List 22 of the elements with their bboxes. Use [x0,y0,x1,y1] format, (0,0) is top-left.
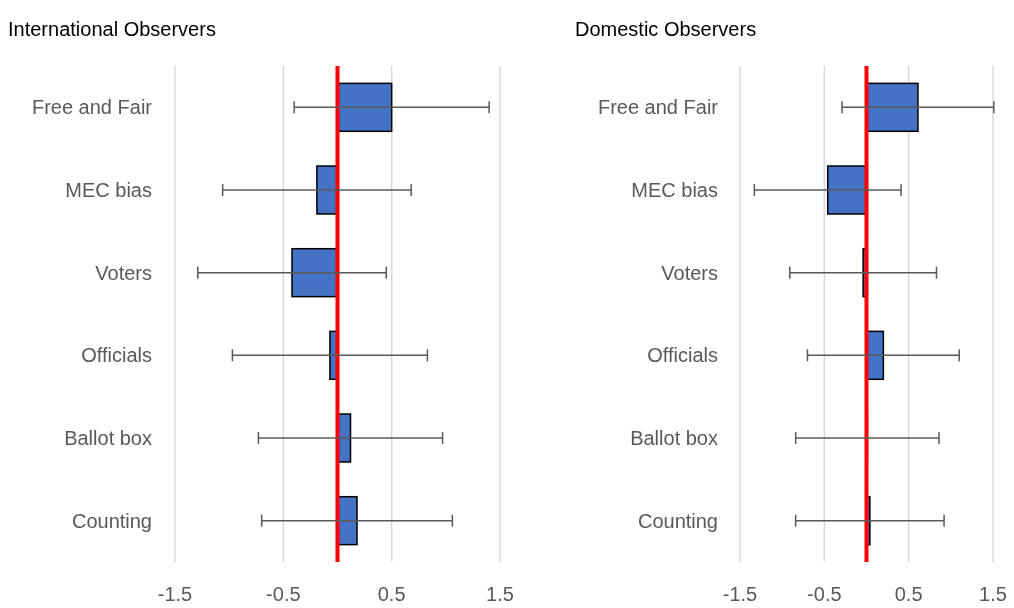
y-tick-label: Officials [81,344,152,367]
x-tick-label: 1.5 [486,583,514,605]
y-tick-label: MEC bias [631,179,718,201]
y-tick-label: Counting [637,509,718,532]
chart-title: International Observers [8,18,216,40]
x-tick-label: 0.5 [894,583,923,605]
y-tick-label: Free and Fair [31,96,153,119]
y-tick-label: Counting [71,509,152,532]
x-tick-label: 0.5 [377,583,406,605]
y-tick-label: Ballot box [630,427,718,449]
y-tick-label: Voters [661,261,718,284]
y-tick-label: Ballot box [64,427,152,449]
x-tick-label: -1.5 [722,583,758,605]
y-tick-label: MEC bias [65,179,152,201]
y-tick-label: Officials [647,344,718,367]
chart-title: Domestic Observers [575,18,757,40]
x-tick-label: -0.5 [807,583,842,605]
y-tick-label: Voters [95,261,152,284]
x-tick-label: 1.5 [979,583,1007,605]
x-tick-label: -1.5 [157,583,193,605]
y-tick-label: Free and Fair [597,96,719,119]
x-tick-label: -0.5 [266,583,301,605]
